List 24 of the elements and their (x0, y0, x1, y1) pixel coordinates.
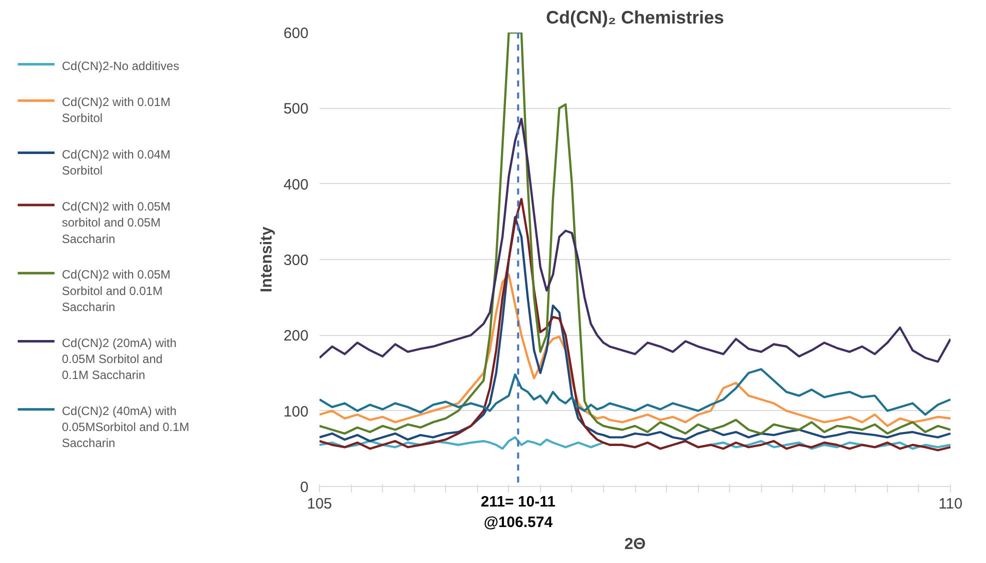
chart-title: Cd(CN)₂ Chemistries (546, 8, 724, 28)
y-tick-label: 200 (283, 328, 309, 345)
legend-label: Cd(CN)2 (40mA) with 0.05MSorbitol and 0.1M Saccharin (62, 404, 190, 450)
x-tick-label: 110 (938, 496, 962, 512)
x-axis-title: 2Θ (624, 536, 646, 553)
x-tick-label: 105 (306, 496, 332, 512)
ref-line-label: 211= 10-11 @106.574 (480, 494, 556, 531)
line-series (320, 274, 950, 428)
legend-label: Cd(CN)2-No additives (62, 58, 180, 73)
line-series (320, 32, 950, 435)
y-tick-label: 100 (283, 403, 309, 420)
y-tick-label: 400 (283, 176, 309, 194)
legend-label: Cd(CN)2 with 0.04M Sorbitol (62, 147, 171, 178)
legend-label: Cd(CN)2 (20mA) with 0.05M Sorbitol and 0.1M Saccharin (62, 336, 177, 382)
y-tick-label: 300 (283, 252, 309, 269)
legend-label: Cd(CN)2 with 0.05M sorbitol and 0.05M Saccharin (62, 200, 171, 246)
line-series (320, 368, 950, 416)
legend-label: Cd(CN)2 with 0.05M Sorbitol and 0.01M Saccharin (62, 268, 171, 314)
y-axis-title: Intensity (258, 226, 276, 292)
y-tick-label: 600 (283, 25, 309, 42)
y-tick-label: 500 (283, 100, 309, 118)
y-tick-label: 0 (300, 479, 308, 496)
legend-label: Cd(CN)2 with 0.01M Sorbitol (62, 95, 171, 126)
line-series (320, 118, 950, 363)
